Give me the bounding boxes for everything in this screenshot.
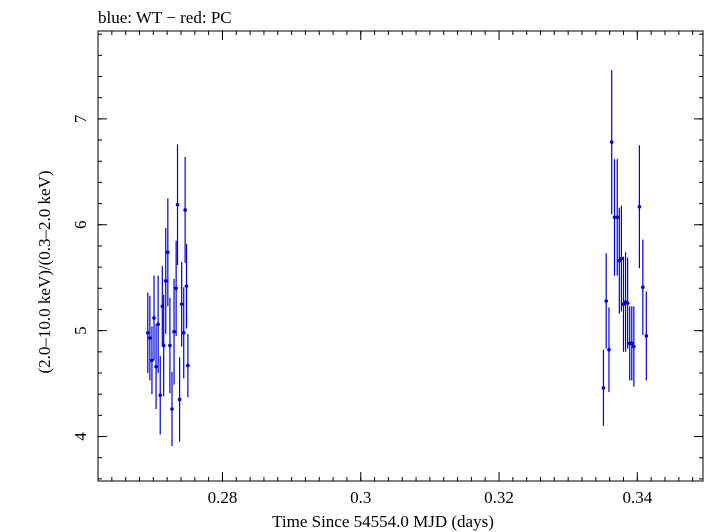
data-series: [145, 70, 649, 447]
data-point: [163, 279, 168, 283]
data-point: [181, 330, 186, 335]
data-point: [186, 363, 190, 368]
data-point: [148, 336, 152, 340]
data-point: [174, 286, 178, 291]
data-point: [170, 407, 174, 411]
data-point: [609, 140, 614, 144]
y-ticks: [98, 33, 703, 480]
data-point: [168, 343, 172, 348]
data-point: [607, 347, 611, 352]
data-point: [619, 256, 624, 261]
y-axis-label: (2.0–10.0 keV)/(0.3–2.0 keV): [35, 170, 54, 373]
data-point: [175, 202, 180, 207]
y-tick-labels: 4 5 6 7: [71, 114, 90, 441]
data-point: [637, 204, 642, 209]
series: [145, 70, 649, 447]
data-point: [172, 329, 176, 334]
data-point: [612, 215, 617, 220]
data-point: [166, 250, 170, 255]
y-tick-label: 7: [71, 114, 90, 123]
data-point: [158, 393, 163, 398]
data-point: [615, 215, 620, 220]
plot-frame: [97, 30, 704, 482]
data-point: [641, 285, 645, 290]
data-point: [183, 208, 187, 212]
data-point: [625, 301, 630, 305]
data-point: [156, 322, 160, 327]
y-tick-label: 5: [71, 326, 90, 335]
data-point: [161, 343, 166, 348]
x-tick-label: 0.32: [484, 488, 514, 507]
y-tick-label: 4: [71, 432, 90, 441]
data-point: [179, 302, 184, 306]
x-axis-label: Time Since 54554.0 MJD (days): [272, 512, 494, 531]
y-tick-label: 6: [71, 221, 90, 230]
data-point: [632, 344, 636, 349]
data-point: [601, 386, 606, 390]
data-point: [644, 334, 649, 338]
data-point: [184, 284, 189, 288]
x-tick-label: 0.28: [208, 488, 238, 507]
x-ticks: [97, 31, 694, 481]
data-point: [177, 397, 182, 402]
data-point: [152, 316, 156, 320]
x-tick-labels: 0.28 0.3 0.32 0.34: [208, 488, 653, 507]
data-point: [154, 364, 158, 369]
data-point: [604, 299, 608, 303]
data-point: [629, 341, 634, 346]
data-point: [150, 358, 154, 363]
data-point: [145, 330, 150, 335]
x-tick-label: 0.34: [622, 488, 652, 507]
x-tick-label: 0.3: [350, 488, 371, 507]
chart-title: blue: WT − red: PC: [98, 8, 232, 27]
